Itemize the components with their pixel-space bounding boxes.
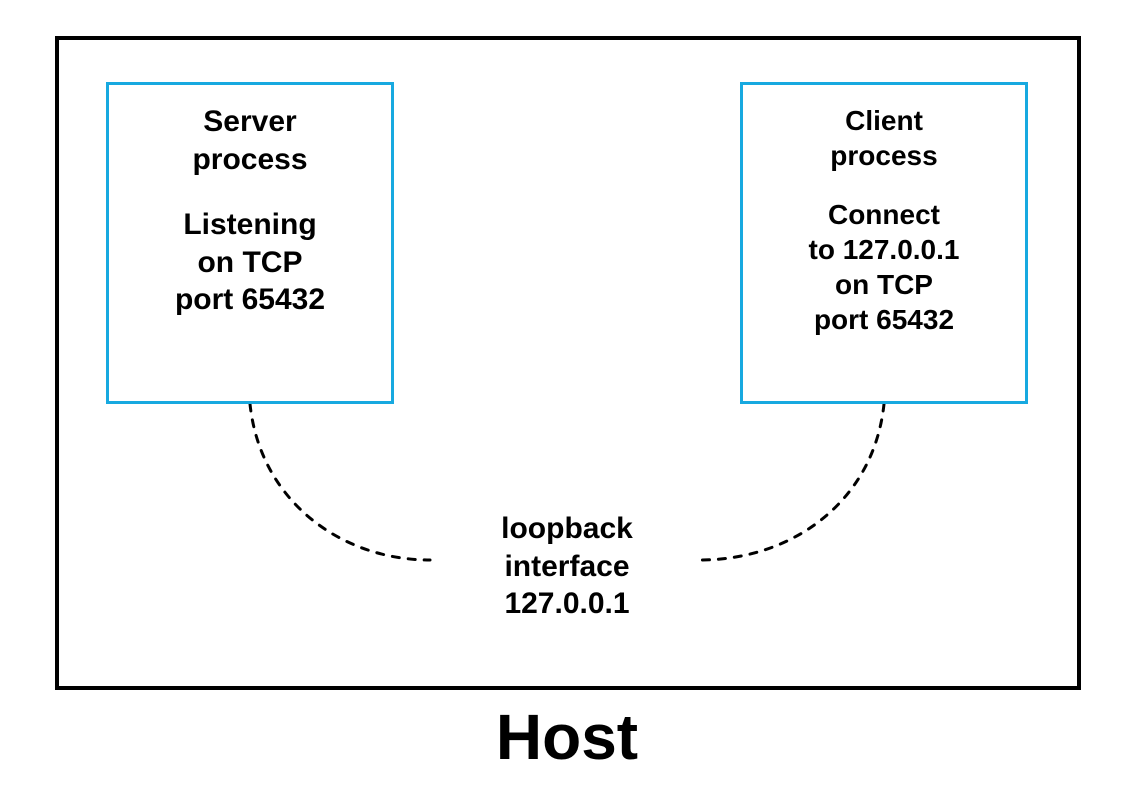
node-client: Clientprocess Connectto 127.0.0.1on TCPp… bbox=[740, 82, 1028, 404]
node-server-body: Listeningon TCPport 65432 bbox=[175, 206, 325, 319]
host-label: Host bbox=[0, 700, 1134, 774]
node-server: Serverprocess Listeningon TCPport 65432 bbox=[106, 82, 394, 404]
node-client-body: Connectto 127.0.0.1on TCPport 65432 bbox=[809, 197, 960, 337]
node-server-title: Serverprocess bbox=[192, 103, 307, 178]
node-client-title: Clientprocess bbox=[830, 103, 937, 173]
diagram-canvas: Serverprocess Listeningon TCPport 65432 … bbox=[0, 0, 1134, 800]
loopback-label: loopbackinterface127.0.0.1 bbox=[0, 510, 1134, 623]
